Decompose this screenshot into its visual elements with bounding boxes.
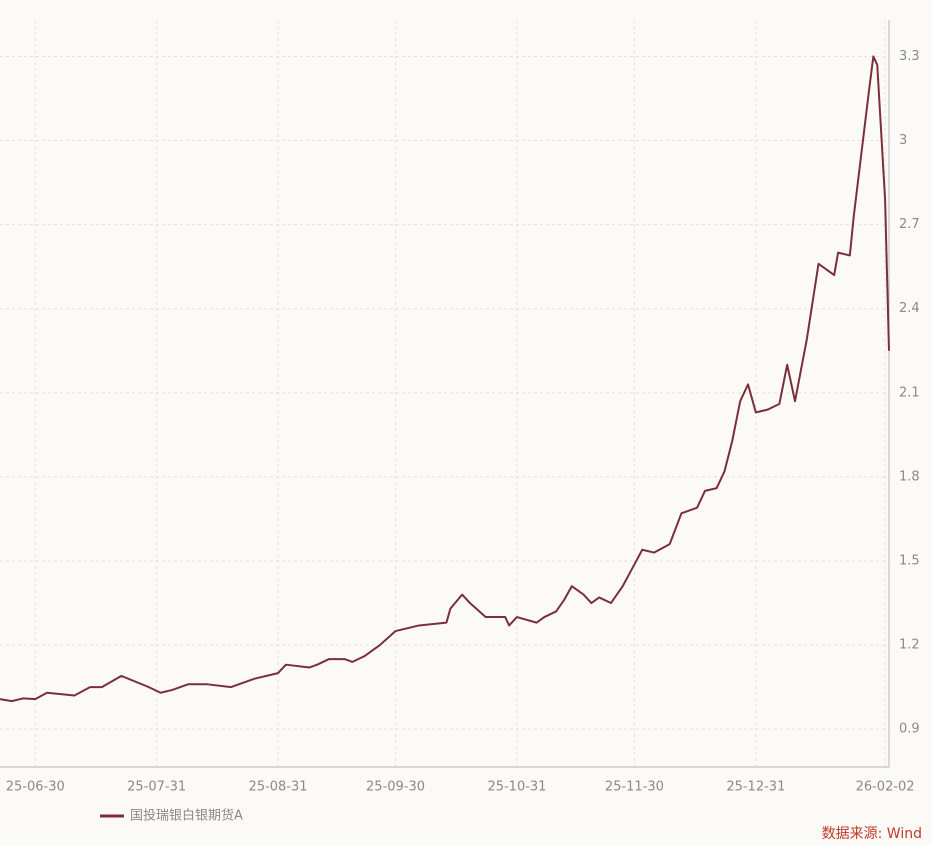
y-tick-label: 2.1 bbox=[899, 385, 920, 400]
y-tick-label: 2.7 bbox=[899, 217, 920, 232]
y-tick-label: 0.9 bbox=[899, 722, 920, 737]
x-tick-label: 25-07-31 bbox=[127, 780, 186, 795]
y-tick-label: 3 bbox=[899, 133, 907, 148]
series-line bbox=[0, 55, 890, 703]
y-tick-label: 3.3 bbox=[899, 49, 920, 64]
x-tick-label: 25-11-30 bbox=[605, 780, 664, 795]
x-tick-label: 25-12-31 bbox=[726, 780, 785, 795]
x-tick-label: 25-06-30 bbox=[6, 780, 65, 795]
source-note: 数据来源: Wind bbox=[822, 826, 922, 842]
x-tick-label: 25-10-31 bbox=[487, 780, 546, 795]
y-tick-label: 1.2 bbox=[899, 638, 920, 653]
y-tick-label: 1.5 bbox=[899, 553, 920, 568]
x-tick-label: 25-09-30 bbox=[366, 780, 425, 795]
y-tick-label: 1.8 bbox=[899, 469, 920, 484]
y-tick-label: 2.4 bbox=[899, 301, 920, 316]
x-tick-label: 25-08-31 bbox=[249, 780, 308, 795]
legend-label: 国投瑞银白银期货A bbox=[130, 808, 243, 824]
x-tick-label: 26-02-02 bbox=[856, 780, 915, 795]
